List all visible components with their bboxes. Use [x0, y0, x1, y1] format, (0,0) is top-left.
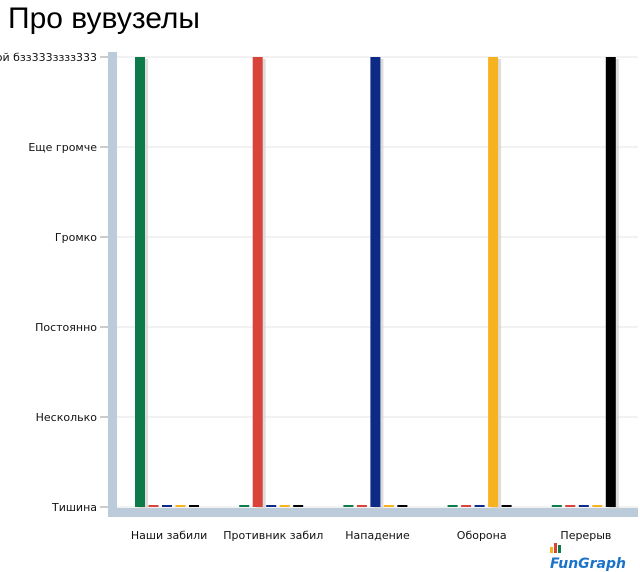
bar: [356, 505, 367, 507]
bar: [605, 57, 616, 507]
bar: [578, 505, 589, 507]
bar: [148, 505, 159, 507]
x-axis-floor: [108, 508, 638, 517]
y-axis-wall: [108, 52, 117, 512]
bars: [135, 57, 619, 509]
brand-label: FunGraph: [550, 556, 626, 572]
bar: [488, 57, 499, 507]
chart-title: Про вувузелы: [8, 2, 200, 35]
bar: [189, 505, 199, 507]
y-tick-label: Постоянно: [35, 321, 97, 334]
bar: [501, 505, 512, 507]
y-tick-label: Рой бзз333зззз333: [0, 51, 97, 64]
y-tick-label: Громко: [55, 231, 97, 244]
bar: [162, 505, 172, 507]
bar: [397, 505, 408, 507]
x-tick-label: Наши забили: [131, 529, 207, 542]
y-tick-labels: Тишина Несколько Постоянно Громко Еще громче…: [0, 51, 97, 514]
bar: [279, 505, 290, 507]
bar: [175, 505, 186, 507]
bar: [565, 505, 576, 507]
y-tick-label: Еще громче: [28, 141, 97, 154]
bar-logo-icon: [550, 543, 561, 553]
bar: [343, 505, 354, 507]
bar: [383, 505, 394, 507]
bar: [252, 57, 263, 507]
bar: [592, 505, 603, 507]
x-tick-label: Оборона: [457, 529, 507, 542]
bar: [551, 505, 562, 507]
bar: [447, 505, 458, 507]
bar: [293, 505, 304, 507]
x-tick-label: Нападение: [345, 529, 410, 542]
bar: [461, 505, 472, 507]
bar: [266, 505, 277, 507]
bar: [239, 505, 250, 507]
grid-lines: [100, 56, 638, 517]
y-tick-label: Несколько: [36, 411, 98, 424]
bar: [370, 57, 381, 507]
x-tick-label: Противник забил: [223, 529, 323, 542]
x-tick-labels: Наши забили Противник забил Нападение Оборо…: [131, 529, 611, 542]
bar: [474, 505, 485, 507]
y-tick-label: Тишина: [51, 501, 97, 514]
x-tick-label: Перерыв: [560, 529, 611, 542]
bar: [135, 57, 145, 507]
fungraph-logo: FunGraph: [550, 540, 640, 572]
